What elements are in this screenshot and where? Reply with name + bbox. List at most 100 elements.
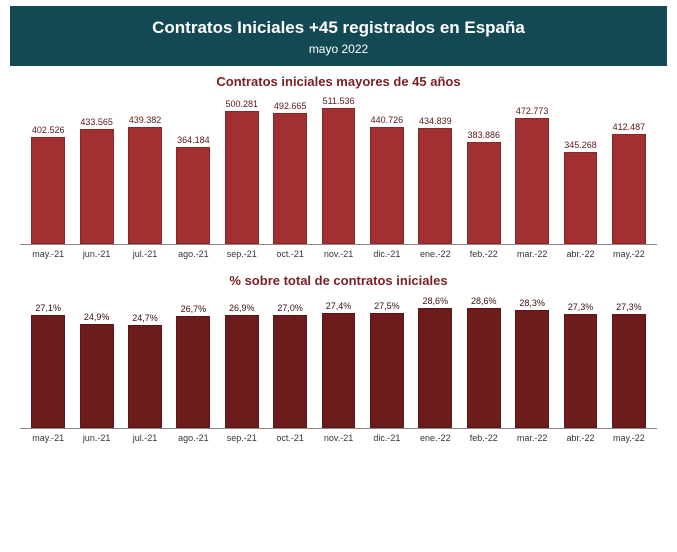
chart1-x-label: feb.-22 [460,249,508,259]
chart2-bar-wrap: 27,4% [314,294,362,428]
chart2-title: % sobre total de contratos iniciales [20,273,657,288]
chart2-area: 27,1%24,9%24,7%26,7%26,9%27,0%27,4%27,5%… [20,294,657,429]
chart2-bar-wrap: 24,9% [72,294,120,428]
chart2-bar-wrap: 24,7% [121,294,169,428]
chart2-bar [370,313,404,428]
chart1-bar-value: 439.382 [121,115,169,125]
chart1-x-label: abr.-22 [556,249,604,259]
chart1-bar-wrap: 383.886 [460,95,508,244]
chart1-bar [322,108,356,244]
chart1-bar [515,118,549,244]
header-banner: Contratos Iniciales +45 registrados en E… [10,6,667,66]
chart2-bar-value: 27,5% [363,301,411,311]
chart1-bar-value: 472.773 [508,106,556,116]
chart2-bar-value: 24,9% [72,312,120,322]
chart2-bar-wrap: 27,5% [363,294,411,428]
chart2-x-label: ago.-21 [169,433,217,443]
chart2-bar [418,308,452,428]
header-subtitle: mayo 2022 [10,42,667,56]
chart1-bar-wrap: 472.773 [508,95,556,244]
chart1-bar-value: 345.268 [556,140,604,150]
chart1-bar [80,129,114,244]
chart1-bar-value: 511.536 [314,96,362,106]
chart2-bar-wrap: 28,3% [508,294,556,428]
chart1-bar-wrap: 511.536 [314,95,362,244]
chart1-bar [31,137,65,244]
chart1-bar-value: 492.665 [266,101,314,111]
chart1-x-label: ene.-22 [411,249,459,259]
chart1-area: 402.526433.565439.382364.184 500.281492.6… [20,95,657,245]
chart2-bar [612,314,646,428]
chart-percent: % sobre total de contratos iniciales 27,… [20,273,657,443]
chart1-bar-value: 412.487 [605,122,653,132]
chart1-bar [370,127,404,244]
chart1-bar-value: 440.726 [363,115,411,125]
chart1-x-label: mar.-22 [508,249,556,259]
chart1-bar-wrap: 500.281 [218,95,266,244]
chart1-bar-wrap: 402.526 [24,95,72,244]
chart2-bar-wrap: 28,6% [411,294,459,428]
chart1-bar-value: 500.281 [218,99,266,109]
chart1-bar-wrap: 364.184 [169,95,217,244]
chart2-x-label: nov.-21 [314,433,362,443]
chart2-bar [273,315,307,428]
chart1-x-label: jun.-21 [72,249,120,259]
chart2-bar [322,313,356,428]
chart2-bar [225,315,259,428]
chart1-title: Contratos iniciales mayores de 45 años [20,74,657,89]
chart2-bar-value: 28,6% [460,296,508,306]
chart2-x-label: mar.-22 [508,433,556,443]
chart1-bar-wrap: 439.382 [121,95,169,244]
chart-absolute: Contratos iniciales mayores de 45 años 4… [20,74,657,259]
chart1-bar-value: 402.526 [24,125,72,135]
chart1-bar-value: 433.565 [72,117,120,127]
chart1-bar-wrap: 492.665 [266,95,314,244]
chart1-bar-wrap: 434.839 [411,95,459,244]
chart2-bar-wrap: 27,3% [605,294,653,428]
chart2-x-label: abr.-22 [556,433,604,443]
chart2-xaxis: may.-21jun.-21jul.-21ago.-21sep.-21oct.-… [20,429,657,443]
chart2-bar-wrap: 27,0% [266,294,314,428]
chart2-bar-wrap: 27,3% [556,294,604,428]
chart2-x-label: may.-21 [24,433,72,443]
chart1-bar [418,128,452,244]
chart2-x-label: sep.-21 [218,433,266,443]
chart1-bar [128,127,162,244]
chart2-bar-wrap: 26,9% [218,294,266,428]
chart2-bar-value: 27,3% [556,302,604,312]
chart2-x-label: ene.-22 [411,433,459,443]
chart2-bar [31,315,65,428]
header-title: Contratos Iniciales +45 registrados en E… [10,18,667,38]
chart2-bar [564,314,598,428]
chart2-x-label: oct.-21 [266,433,314,443]
chart2-bar [515,310,549,429]
chart1-x-label: jul.-21 [121,249,169,259]
chart1-bar-wrap: 440.726 [363,95,411,244]
chart1-bar [176,147,210,244]
chart2-bar-value: 24,7% [121,313,169,323]
chart2-bar-wrap: 26,7% [169,294,217,428]
chart2-bar [80,324,114,428]
chart2-x-label: feb.-22 [460,433,508,443]
chart2-bar-value: 28,3% [508,298,556,308]
chart2-bar-value: 28,6% [411,296,459,306]
chart1-xaxis: may.-21jun.-21jul.-21ago.-21sep.-21oct.-… [20,245,657,259]
chart1-bar-value: 434.839 [411,116,459,126]
chart2-bar-value: 26,9% [218,303,266,313]
chart2-bar-value: 27,4% [314,301,362,311]
chart1-bar [225,111,259,244]
chart1-bar [467,142,501,244]
chart2-bar [176,316,210,428]
chart1-bar-wrap: 433.565 [72,95,120,244]
chart2-x-label: jun.-21 [72,433,120,443]
chart2-x-label: may.-22 [605,433,653,443]
chart1-bar-value: 364.184 [169,135,217,145]
chart2-bar-value: 27,0% [266,303,314,313]
chart1-bar [564,152,598,244]
chart2-bar [128,325,162,428]
chart1-bar-wrap: 412.487 [605,95,653,244]
chart2-x-label: jul.-21 [121,433,169,443]
chart2-x-label: dic.-21 [363,433,411,443]
chart1-bar-wrap: 345.268 [556,95,604,244]
chart2-bar-wrap: 27,1% [24,294,72,428]
